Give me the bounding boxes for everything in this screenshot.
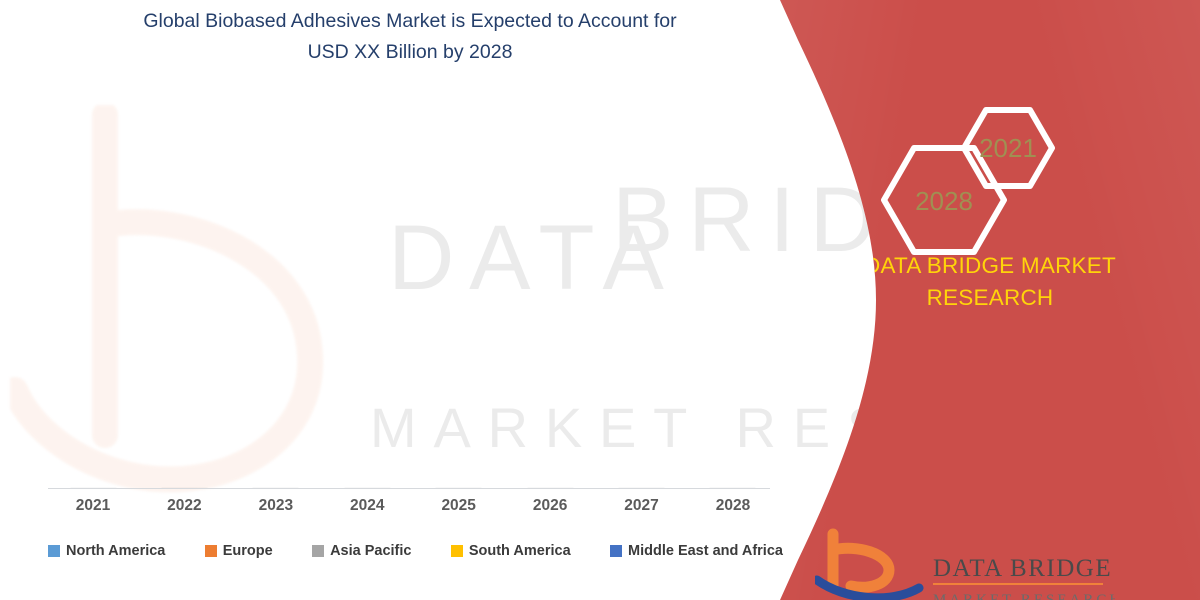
x-tick-2024: 2024 [350,497,385,514]
chart-legend: North America Europe Asia Pacific South Ame… [48,540,783,562]
brand-line-1: DATA BRIDGE MARKET [863,253,1116,278]
brand-name: DATA BRIDGE MARKET RESEARCH [810,250,1170,314]
legend-swatch-icon [204,545,217,557]
bar-column-2023 [231,100,321,488]
chart-title-line-2: USD XX Billion by 2028 [307,41,513,63]
logo-text-line-1: DATA BRIDGE [933,555,1112,582]
x-tick-2022: 2022 [167,497,202,514]
bar-column-2028 [688,100,778,488]
x-tick-2025: 2025 [441,497,476,514]
x-axis-line [48,488,770,489]
data-bridge-logo: DATA BRIDGE MARKET RESEARCH [815,528,1115,600]
bar-column-2022 [139,100,229,488]
legend-item-north-america[interactable]: North America [48,543,165,559]
bar-column-2025 [414,100,504,488]
bar-column-2027 [597,100,687,488]
bar-column-2026 [505,100,595,488]
legend-item-south-america[interactable]: South America [450,543,571,559]
legend-label: North America [66,543,166,559]
legend-swatch-icon [312,545,325,557]
hexagon-small-label: 2021 [979,133,1037,163]
panel-title-line-2: By Regions, 2021 to 2028 [820,0,1160,5]
legend-label: Asia Pacific [330,543,412,559]
right-red-panel: By Regions, 2021 to 2028 2028 2021 DATA … [780,0,1200,600]
hexagon-group: 2028 2021 [872,90,1132,260]
x-axis-tick-labels: 2021 2022 2023 2024 2025 2026 2027 2028 [48,497,778,523]
legend-label: South America [468,543,571,559]
hexagon-small-2021-shape [964,110,1052,186]
bar-column-2024 [322,100,412,488]
x-tick-2027: 2027 [624,497,659,514]
panel-title: By Regions, 2021 to 2028 [820,0,1160,5]
x-tick-2026: 2026 [532,497,568,514]
brand-line-2: RESEARCH [926,285,1054,310]
legend-item-europe[interactable]: Europe [204,543,273,559]
chart-title: Global Biobased Adhesives Market is Expe… [60,6,760,68]
x-tick-2021: 2021 [75,497,111,514]
x-tick-2028: 2028 [715,497,751,514]
legend-swatch-icon [48,545,60,557]
legend-label: Middle East and Africa [628,543,783,559]
hexagon-large-2028-shape [884,148,1004,252]
stacked-bar-chart [48,100,778,488]
logo-text-line-2: MARKET RESEARCH [933,592,1115,600]
legend-swatch-icon [610,545,622,557]
x-tick-2023: 2023 [258,497,294,514]
chart-title-line-1: Global Biobased Adhesives Market is Expe… [143,10,677,32]
hexagon-large-label: 2028 [915,186,973,216]
legend-item-middle-east-and-africa[interactable]: Middle East and Africa [610,543,783,559]
legend-swatch-icon [450,545,463,557]
legend-item-asia-pacific[interactable]: Asia Pacific [312,543,411,559]
bar-column-2021 [48,100,138,488]
legend-label: Europe [222,543,273,559]
